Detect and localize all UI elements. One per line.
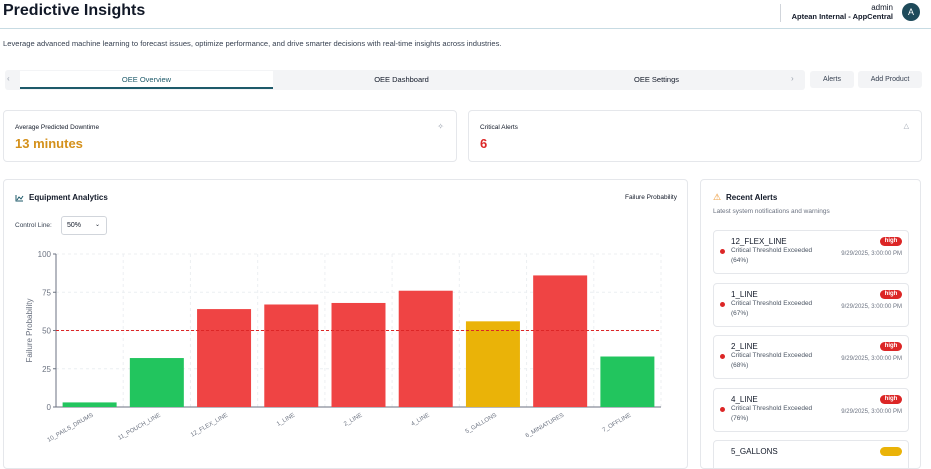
user-name: admin: [871, 3, 893, 12]
x-tick-label: 10_PAILS_DRUMS: [47, 413, 95, 444]
severity-badge: high: [880, 289, 902, 299]
x-tick-label: 11_POUCH_LINE: [117, 413, 162, 442]
tab-label: OEE Settings: [633, 75, 680, 84]
avatar[interactable]: A: [902, 3, 920, 21]
x-tick-label: 1_LINE: [276, 413, 296, 428]
alert-item[interactable]: 1_LINE high Critical Threshold Exceeded (6…: [713, 282, 909, 327]
panel-subtitle: Latest system notifications and warnings: [713, 208, 830, 215]
separator: [780, 4, 781, 22]
bar: [129, 358, 184, 407]
severity-badge: high: [880, 237, 902, 246]
kpi-label: Critical Alerts: [480, 124, 518, 131]
tab[interactable]: OEE Dashboard: [275, 70, 528, 89]
status-dot: [720, 301, 725, 307]
metric-label: Failure Probability: [624, 194, 677, 201]
bar: [62, 402, 117, 407]
x-tick-label: 7_OFFLINE: [602, 413, 633, 434]
status-dot: [720, 406, 725, 412]
analytics-panel: Equipment Analytics Failure Probability …: [3, 179, 688, 469]
kpi-value: 6: [480, 136, 488, 151]
tab[interactable]: OEE Settings: [530, 70, 783, 89]
button-label: Add Product: [870, 76, 910, 83]
kpi-card: Critical Alerts 6 △: [468, 110, 922, 162]
bar: [331, 302, 386, 407]
alerts-button[interactable]: Alerts: [810, 71, 854, 88]
y-tick-label: 100: [38, 250, 52, 259]
alert-name: 4_LINE: [731, 394, 758, 404]
kpi-value: 13 minutes: [15, 136, 83, 151]
tab-label: OEE Overview: [121, 75, 172, 84]
severity-badge: [880, 447, 902, 456]
y-tick-label: 0: [47, 403, 52, 412]
y-tick-label: 25: [42, 365, 51, 374]
alert-item[interactable]: 4_LINE high Critical Threshold Exceeded (7…: [713, 387, 909, 432]
bar: [465, 321, 520, 407]
alert-icon: ⚠: [713, 192, 722, 202]
kpi-icon: ✧: [437, 122, 444, 131]
alert-time: 9/29/2025, 3:00:00 PM: [841, 408, 902, 415]
alert-message: Critical Threshold Exceeded (68%): [731, 352, 813, 369]
bar: [533, 275, 588, 407]
active-tab-bg: [20, 71, 273, 89]
y-tick-label: 50: [42, 327, 51, 336]
x-tick-label: 2_LINE: [343, 413, 363, 428]
x-tick-label: 5_GALLONS: [465, 413, 498, 436]
panel-title: Recent Alerts: [726, 193, 778, 202]
panel-title: Equipment Analytics: [29, 193, 108, 202]
button-label: Alerts: [823, 76, 841, 83]
status-dot: [720, 354, 725, 359]
alert-item[interactable]: 12_FLEX_LINE high Critical Threshold Excee…: [713, 230, 909, 274]
alert-message: Critical Threshold Exceeded (76%): [731, 404, 813, 422]
tab-label: OEE Dashboard: [374, 75, 429, 84]
severity-badge: high: [880, 394, 902, 404]
alert-time: 9/29/2025, 3:00:00 PM: [841, 303, 902, 310]
bar: [600, 356, 655, 407]
x-tick-label: 4_LINE: [410, 413, 430, 428]
header-border: [0, 28, 931, 29]
bar: [197, 309, 252, 407]
alert-item[interactable]: 2_LINE high Critical Threshold Exceeded (6…: [713, 335, 909, 379]
alert-name: 1_LINE: [731, 289, 758, 299]
alert-message: Critical Threshold Exceeded (64%): [731, 247, 813, 264]
page-title: Predictive Insights: [3, 2, 146, 19]
x-tick-label: 6_MINIATURES: [525, 413, 565, 440]
severity-badge: high: [880, 342, 902, 351]
chart-icon: [15, 195, 24, 202]
alert-item[interactable]: 5_GALLONS: [713, 440, 909, 468]
kpi-icon: △: [903, 123, 909, 130]
tab-next[interactable]: ›: [791, 74, 794, 83]
chart: 0 25 50 75 100 Failure Probability 10_PAILS_DR…: [25, 250, 662, 444]
kpi-label: Average Predicted Downtime: [15, 124, 100, 131]
status-dot: [720, 249, 725, 254]
org-name: Aptean Internal - AppCentral: [791, 12, 893, 21]
tab[interactable]: OEE Overview: [20, 70, 273, 89]
x-tick-label: 12_FLEX_LINE: [190, 413, 229, 439]
add-product-button[interactable]: Add Product: [858, 71, 922, 88]
page-subtitle: Leverage advanced machine learning to fo…: [3, 39, 502, 48]
bar: [264, 304, 319, 407]
bar: [398, 290, 453, 407]
control-label: Control Line:: [15, 222, 52, 229]
alert-time: 9/29/2025, 3:00:00 PM: [841, 356, 902, 362]
y-axis-label: Failure Probability: [25, 298, 34, 362]
control-select[interactable]: 50% ⌄: [61, 216, 107, 235]
alert-name: 2_LINE: [731, 342, 758, 351]
select-value: 50%: [67, 222, 82, 229]
alert-time: 9/29/2025, 3:00:00 PM: [841, 251, 902, 257]
tab-prev[interactable]: ‹: [7, 74, 10, 83]
kpi-card: Average Predicted Downtime 13 minutes ✧: [3, 110, 457, 162]
alert-name: 5_GALLONS: [731, 447, 778, 456]
alerts-panel: ⚠ Recent Alerts Latest system notificati…: [700, 179, 921, 469]
alert-message: Critical Threshold Exceeded (67%): [731, 299, 813, 317]
alert-name: 12_FLEX_LINE: [731, 237, 787, 246]
y-tick-label: 75: [42, 288, 51, 297]
